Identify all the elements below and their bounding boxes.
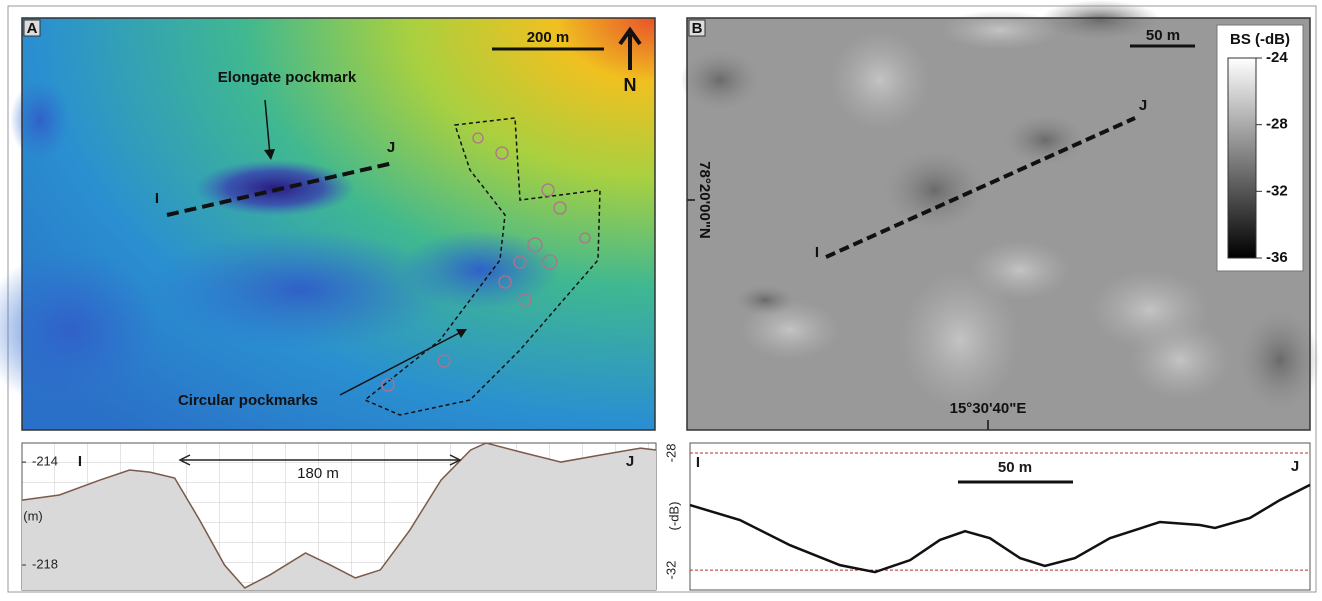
y-tick-label: -214 xyxy=(32,453,58,468)
map-b xyxy=(680,0,1320,431)
colorbar-title: BS (-dB) xyxy=(1230,31,1290,48)
span-arrow-heads xyxy=(178,454,462,466)
scale-bar-label: 50 m xyxy=(1146,27,1180,44)
profile-end: J xyxy=(1291,458,1299,475)
colorbar-tick-label: -28 xyxy=(1266,116,1288,133)
panel-label: A xyxy=(27,20,38,37)
profile-end: J xyxy=(1139,97,1147,114)
profile-b: -28 -32 xyxy=(663,444,1311,580)
y-tick-label: -28 xyxy=(663,444,678,463)
colorbar-tick-label: -24 xyxy=(1266,49,1288,66)
scale-bar-label: 200 m xyxy=(527,29,570,46)
profile-b-frame xyxy=(689,442,1311,591)
profile-start: I xyxy=(78,453,82,470)
profile-end: J xyxy=(626,453,634,470)
profile-start: I xyxy=(815,244,819,261)
latitude-label: 78°20'00"N xyxy=(696,161,713,239)
y-tick-label: -32 xyxy=(663,561,678,580)
map-a xyxy=(0,17,656,431)
annotation: Elongate pockmark xyxy=(218,69,357,86)
profile-line xyxy=(21,442,657,589)
profile-start: I xyxy=(696,454,700,471)
longitude-label: 15°30'40"E xyxy=(950,400,1027,417)
profile-start: I xyxy=(155,190,159,207)
colorbar-tick-label: -32 xyxy=(1266,182,1288,199)
scale-bar-label: 50 m xyxy=(998,459,1032,476)
colorbar-tick-label: -36 xyxy=(1266,249,1288,266)
profile-line xyxy=(689,483,1311,574)
y-tick-label: -218 xyxy=(32,556,58,571)
panel-label: B xyxy=(692,20,703,37)
span-label: 180 m xyxy=(297,465,339,482)
north-label: N xyxy=(624,75,637,95)
profile-fill xyxy=(22,443,656,590)
profile-a: -214 -218 xyxy=(21,442,657,590)
axis-unit: (-dB) xyxy=(666,502,681,531)
annotation: Circular pockmarks xyxy=(178,392,318,409)
profile-end: J xyxy=(387,139,395,156)
axis-unit: (m) xyxy=(23,508,43,523)
